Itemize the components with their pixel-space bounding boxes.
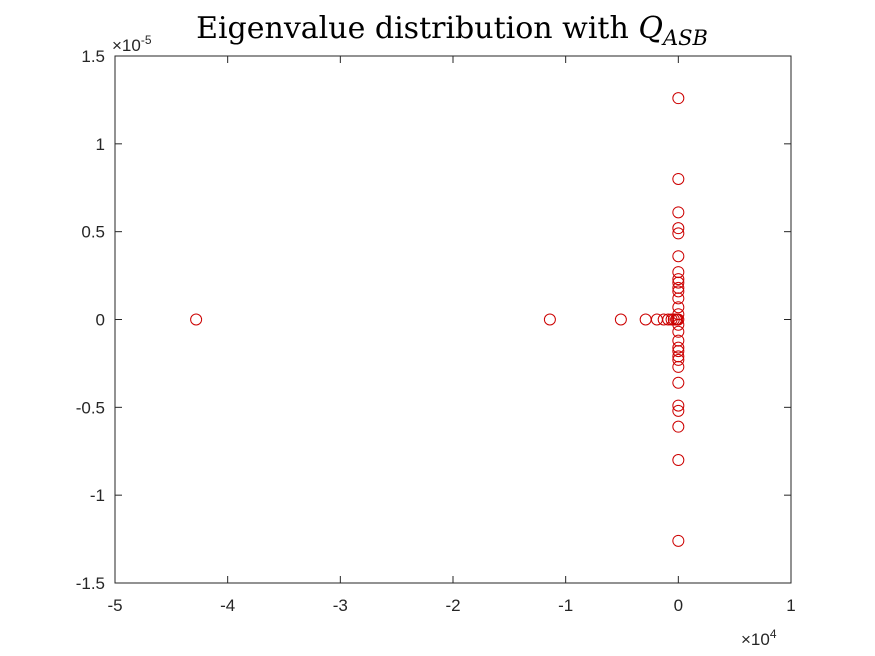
x-tick-label: -3: [333, 596, 348, 615]
eigenvalue-point: [614, 313, 627, 326]
eigenvalue-point: [672, 250, 685, 263]
y-tick-label: 0: [96, 311, 105, 330]
chart-title: Eigenvalue distribution with QASB: [196, 11, 708, 50]
eigenvalue-point: [672, 341, 685, 354]
eigenvalue-point: [672, 273, 685, 286]
eigenvalue-point: [672, 318, 685, 331]
y-tick-label: -0.5: [76, 398, 105, 417]
x-exponent-power: 4: [770, 627, 777, 641]
eigenvalue-point: [672, 301, 685, 314]
eigenvalue-point: [672, 399, 685, 412]
eigenvalue-point: [672, 376, 685, 389]
eigenvalue-point: [672, 534, 685, 547]
y-exponent-power: -5: [141, 33, 152, 47]
eigenvalue-point: [672, 222, 685, 235]
x-tick-label: -2: [445, 596, 460, 615]
eigenvalue-point: [672, 313, 685, 326]
eigenvalue-point: [672, 285, 685, 298]
eigenvalue-point: [657, 313, 670, 326]
y-tick-label: -1: [90, 486, 105, 505]
eigenvalue-point: [672, 350, 685, 363]
x-tick-label: -1: [558, 596, 573, 615]
y-exponent-base: ×10: [112, 36, 141, 55]
x-axis-exponent: ×104: [741, 627, 777, 649]
eigenvalue-point: [672, 325, 685, 338]
y-tick-label: 1: [96, 135, 105, 154]
axis-ticks: -5 -4 -3 -2 -1 0 1 -1.5 -1 -0.5 0 0.5 1 1.5: [76, 47, 796, 615]
y-tick-label: 0.5: [81, 223, 105, 242]
x-tick-label: -5: [107, 596, 122, 615]
x-exponent-base: ×10: [741, 630, 770, 649]
eigenvalue-point: [672, 172, 685, 185]
eigenvalue-point: [672, 404, 685, 417]
title-subscript: ASB: [661, 26, 708, 50]
eigenvalue-point: [672, 420, 685, 433]
eigenvalue-point: [190, 313, 203, 326]
eigenvalue-point: [662, 313, 675, 326]
title-math-symbol: Q: [638, 11, 663, 46]
eigenvalue-point: [543, 313, 556, 326]
y-axis-exponent: ×10-5: [112, 33, 152, 55]
eigenvalue-point: [672, 454, 685, 467]
plot-area: [114, 55, 792, 584]
x-tick-label: 1: [786, 596, 795, 615]
title-main-text: Eigenvalue distribution with: [196, 11, 638, 46]
eigenvalue-point: [672, 334, 685, 347]
data-points: [190, 92, 685, 547]
eigenvalue-point: [672, 353, 685, 366]
y-tick-label: 1.5: [81, 47, 105, 66]
eigenvalue-point: [672, 276, 685, 289]
axes-box: [114, 55, 792, 584]
x-tick-label: 0: [674, 596, 683, 615]
eigenvalue-point: [672, 92, 685, 105]
eigenvalue-point: [672, 206, 685, 219]
y-tick-label: -1.5: [76, 574, 105, 593]
x-tick-label: -4: [220, 596, 235, 615]
eigenvalue-point: [672, 227, 685, 240]
eigenvalue-point: [672, 292, 685, 305]
